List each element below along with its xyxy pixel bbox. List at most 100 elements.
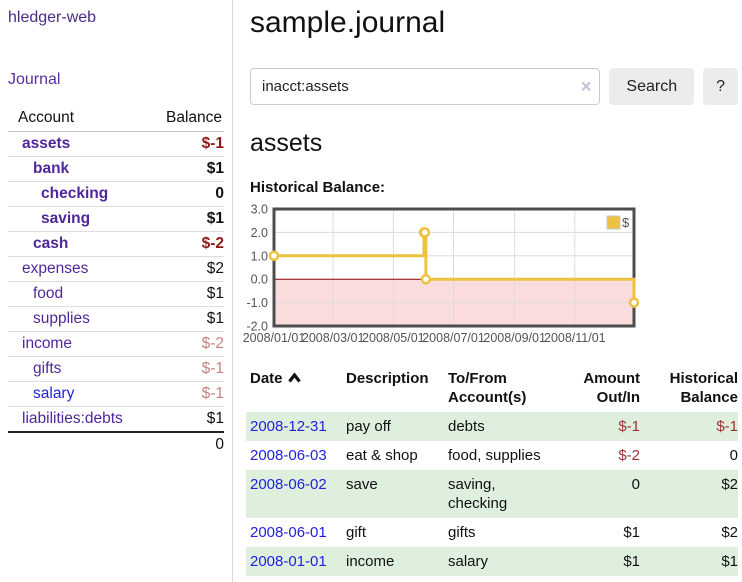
transaction-date-link[interactable]: 2008-01-01 [250, 553, 327, 570]
search-input-wrap: × [250, 68, 601, 105]
account-row: saving $1 [8, 206, 224, 232]
register-description-cell: eat & shop [346, 447, 418, 464]
account-name-cell: salary [8, 381, 144, 407]
y-tick-label: 2.0 [251, 226, 268, 240]
account-balance: $-2 [143, 331, 224, 357]
account-link[interactable]: liabilities:debts [22, 410, 123, 427]
y-tick-label: -2.0 [246, 320, 268, 334]
y-tick-label: -1.0 [246, 296, 268, 310]
register-accounts-cell: salary [448, 553, 489, 570]
transaction-date-link[interactable]: 2008-06-01 [250, 524, 327, 541]
account-row: cash $-2 [8, 231, 224, 257]
account-link[interactable]: income [22, 335, 72, 352]
register-accounts-cell: gifts [448, 524, 476, 541]
sidebar-item-journal[interactable]: Journal [8, 71, 61, 88]
account-name-cell: bank [8, 156, 144, 182]
account-heading: assets [250, 129, 323, 157]
account-link[interactable]: supplies [33, 310, 90, 327]
app-brand-link[interactable]: hledger-web [8, 9, 97, 26]
data-point-marker [628, 297, 640, 308]
register-header-row: Date Description To/From Account(s) Amou… [246, 367, 738, 412]
register-header-accounts: To/From Account(s) [448, 370, 527, 406]
register-date-cell: 2008-06-01 [246, 518, 346, 547]
plot-border [272, 207, 636, 328]
account-link[interactable]: gifts [33, 360, 62, 377]
account-balance: $1 [143, 406, 224, 433]
register-row: 2008-01-01 income salary $1 $1 [246, 547, 738, 576]
search-input[interactable] [250, 68, 601, 105]
account-balance: 0 [143, 181, 224, 207]
sort-ascending-icon [287, 369, 301, 388]
sidebar: hledger-web Journal Account Balance asse… [0, 0, 233, 582]
account-name-cell: supplies [8, 306, 144, 332]
account-balance: $1 [143, 156, 224, 182]
x-tick-label: 2008/05/01 [362, 331, 425, 345]
register-amount-cell: 0 [631, 476, 640, 493]
account-link[interactable]: bank [33, 160, 70, 177]
account-row: income $-2 [8, 331, 224, 357]
transaction-date-link[interactable]: 2008-06-03 [250, 447, 327, 464]
accounts-header-balance: Balance [143, 106, 224, 132]
account-row: expenses $2 [8, 256, 224, 282]
register-description-cell: pay off [346, 418, 391, 435]
x-tick-label: 2008/11/01 [544, 331, 606, 345]
register-balance-cell: $2 [721, 476, 738, 493]
register-date-cell: 2008-01-01 [246, 547, 346, 576]
register-header-date[interactable]: Date [246, 367, 346, 412]
register-row: 2008-06-03 eat & shop food, supplies $-2 0 [246, 441, 738, 470]
register-row: 2008-06-01 gift gifts $1 $2 [246, 518, 738, 547]
account-balance: $-1 [143, 131, 224, 157]
transaction-date-link[interactable]: 2008-06-02 [250, 476, 327, 493]
main-content: sample.journal × Search ? assets Histori… [234, 0, 742, 582]
register-amount-cell: $1 [623, 524, 640, 541]
accounts-header-account: Account [8, 106, 144, 132]
accounts-total-value: 0 [143, 431, 224, 457]
data-point-marker [420, 273, 432, 285]
account-row: gifts $-1 [8, 356, 224, 382]
account-balance: $-2 [143, 231, 224, 257]
account-link[interactable]: cash [33, 235, 69, 252]
account-balance: $-1 [143, 381, 224, 407]
account-row: liabilities:debts $1 [8, 406, 224, 433]
account-link[interactable]: assets [22, 135, 71, 152]
legend-label: $ [622, 215, 630, 230]
register-accounts-cell: food, supplies [448, 447, 541, 464]
account-name-cell: cash [8, 231, 144, 257]
account-balance: $1 [143, 206, 224, 232]
register-table: Date Description To/From Account(s) Amou… [246, 367, 738, 576]
register-row: 2008-06-02 save saving, checking 0 $2 [246, 470, 738, 518]
y-tick-label: 1.0 [251, 249, 268, 263]
register-date-cell: 2008-06-02 [246, 470, 346, 518]
register-amount-cell: $-1 [618, 418, 640, 435]
register-table-body: 2008-12-31 pay off debts $-1 $-1 2008-06-03 ea… [246, 412, 738, 576]
register-header-description: Description [346, 370, 429, 387]
register-amount-cell: $1 [623, 553, 640, 570]
help-button[interactable]: ? [703, 68, 738, 105]
account-balance: $1 [143, 281, 224, 307]
transaction-date-link[interactable]: 2008-12-31 [250, 418, 327, 435]
search-button[interactable]: Search [609, 68, 695, 105]
register-balance-cell: $1 [721, 553, 738, 570]
register-balance-cell: 0 [729, 447, 738, 464]
register-header-balance: Historical Balance [669, 370, 738, 406]
account-link[interactable]: expenses [22, 260, 89, 277]
register-accounts-cell: debts [448, 418, 485, 435]
clear-icon[interactable]: × [580, 76, 592, 97]
account-link[interactable]: saving [41, 210, 91, 227]
data-point-marker [268, 250, 280, 262]
accounts-table: Account Balance assets $-1 bank $1 checking 0… [8, 106, 224, 457]
page-title: sample.journal [250, 6, 446, 39]
account-link[interactable]: salary [33, 385, 75, 402]
register-balance-cell: $-1 [716, 418, 738, 435]
account-row: food $1 [8, 281, 224, 307]
account-row: bank $1 [8, 156, 224, 182]
account-balance: $-1 [143, 356, 224, 382]
account-name-cell: food [8, 281, 144, 307]
y-tick-label: 3.0 [251, 203, 268, 217]
x-tick-label: 2008/09/01 [483, 331, 546, 345]
account-name-cell: income [8, 331, 144, 357]
account-link[interactable]: food [33, 285, 64, 302]
register-description-cell: income [346, 553, 395, 570]
register-row: 2008-12-31 pay off debts $-1 $-1 [246, 412, 738, 441]
account-link[interactable]: checking [41, 185, 109, 202]
